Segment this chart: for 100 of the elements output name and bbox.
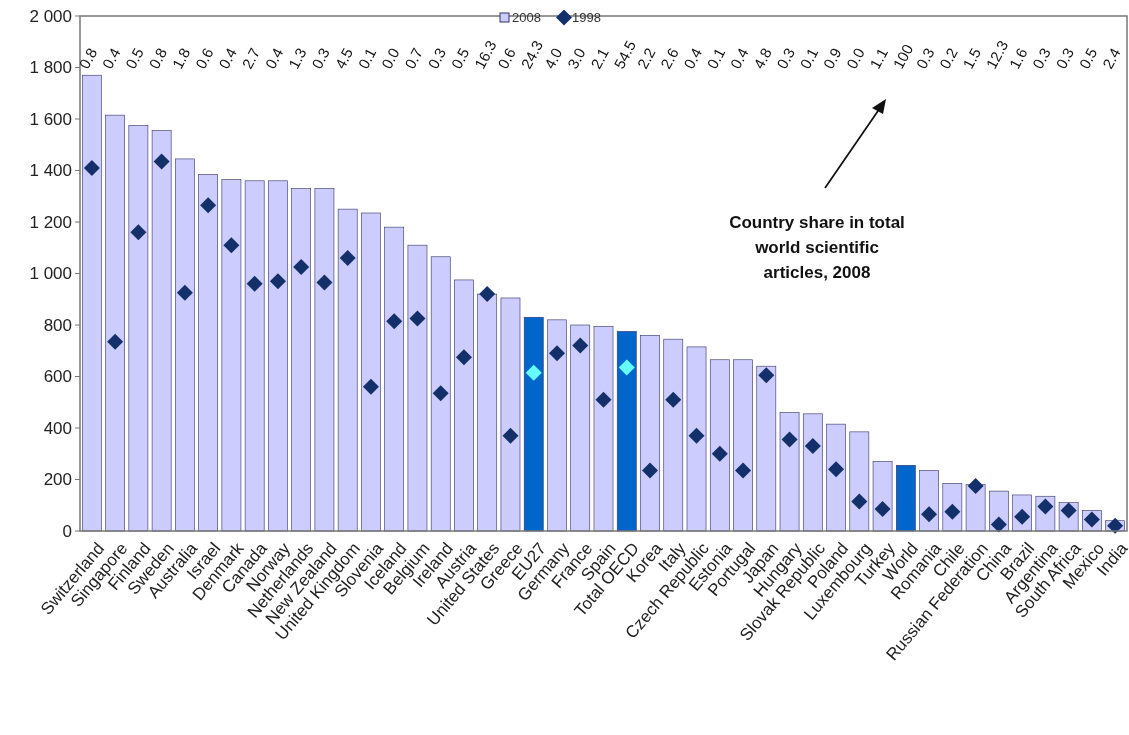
annotation: 0.6 — [191, 45, 217, 72]
annotation: 0.4 — [215, 45, 240, 72]
bar — [686, 346, 707, 532]
point — [479, 286, 496, 303]
bar — [570, 324, 591, 532]
bar — [523, 316, 544, 532]
point — [153, 153, 170, 170]
annotation: 2.4 — [1098, 45, 1124, 72]
point — [572, 337, 589, 354]
annotation: 2.1 — [587, 45, 612, 72]
annotation: 12.3 — [982, 37, 1012, 72]
point — [293, 259, 310, 276]
y-tick-label: 1 800 — [29, 58, 72, 78]
bar — [430, 256, 451, 532]
point — [200, 197, 217, 214]
y-tick-label: 1 400 — [29, 161, 72, 181]
y-tick-label: 600 — [43, 367, 72, 387]
point — [269, 273, 286, 290]
annotation: 2.6 — [656, 45, 682, 72]
bar — [709, 359, 730, 532]
annotation: 0.3 — [1052, 45, 1078, 72]
y-tick-label: 800 — [43, 315, 72, 335]
annotation: 0.0 — [842, 45, 868, 72]
bar — [500, 297, 521, 532]
point — [618, 359, 635, 376]
point — [223, 237, 240, 254]
point — [130, 224, 147, 241]
bar — [896, 465, 916, 532]
bar — [407, 244, 428, 532]
annotation: 0.1 — [703, 45, 729, 72]
bar — [733, 359, 753, 532]
point — [525, 364, 542, 381]
bar — [663, 338, 684, 532]
annotation: 1.8 — [168, 45, 194, 72]
annotation: 0.1 — [354, 45, 380, 72]
y-tick-label: 1 200 — [29, 212, 72, 232]
y-tick-label: 1 000 — [29, 264, 72, 284]
annotation: Country share in total world scientific articles, 2008 — [729, 213, 905, 282]
point — [804, 438, 821, 455]
bar — [593, 325, 614, 532]
point — [990, 516, 1007, 533]
bar — [128, 125, 149, 532]
annotation: 1.1 — [866, 45, 892, 72]
bar — [361, 212, 381, 532]
point — [642, 462, 659, 479]
annotation: 0.5 — [122, 45, 147, 72]
y-tick-label: 200 — [43, 470, 72, 490]
point — [735, 462, 752, 479]
annotation: 0.3 — [424, 45, 450, 72]
bar — [175, 158, 195, 532]
point — [176, 284, 193, 301]
bar — [198, 174, 218, 532]
point — [665, 391, 682, 408]
annotation: 0.4 — [726, 45, 752, 72]
bar — [268, 180, 288, 532]
bar — [756, 365, 777, 532]
point — [548, 345, 565, 362]
annotation: 0.8 — [145, 45, 171, 72]
annotation: 2.7 — [238, 45, 264, 72]
point — [409, 310, 426, 327]
point — [595, 391, 612, 408]
annotation: 1.5 — [959, 45, 985, 72]
annotation: 0.4 — [680, 45, 705, 72]
bar — [337, 208, 358, 532]
annotation: 0.5 — [1075, 45, 1101, 72]
bar — [314, 188, 335, 532]
point — [502, 427, 519, 444]
annotation: 0.2 — [935, 45, 961, 72]
annotation: 0.7 — [401, 45, 426, 72]
point — [781, 431, 798, 448]
annotation: 16.3 — [470, 37, 500, 72]
annotation: 4.8 — [749, 45, 775, 72]
point — [83, 159, 100, 176]
bar — [779, 412, 800, 532]
point — [828, 461, 845, 478]
bar — [291, 188, 311, 532]
bar — [454, 279, 474, 532]
annotation: 0.4 — [98, 45, 124, 72]
point — [316, 274, 333, 291]
point — [246, 275, 263, 292]
annotation: 0.8 — [75, 45, 101, 72]
annotation: 0.9 — [819, 45, 845, 72]
bar — [477, 293, 498, 532]
point — [386, 313, 403, 330]
bar — [849, 431, 870, 532]
point — [362, 378, 379, 395]
bar — [616, 331, 637, 532]
annotation: 3.0 — [563, 45, 589, 72]
y-tick-label: 0 — [62, 521, 72, 541]
bar — [965, 484, 986, 532]
point — [455, 349, 472, 366]
bar — [872, 461, 893, 532]
annotation: 0.5 — [447, 45, 473, 72]
point — [688, 427, 705, 444]
legend-label: 2008 — [512, 10, 541, 25]
point — [432, 385, 449, 402]
point — [967, 477, 984, 494]
bar — [82, 74, 102, 532]
legend-label: 1998 — [572, 10, 601, 25]
annotation: 1.3 — [284, 45, 310, 72]
